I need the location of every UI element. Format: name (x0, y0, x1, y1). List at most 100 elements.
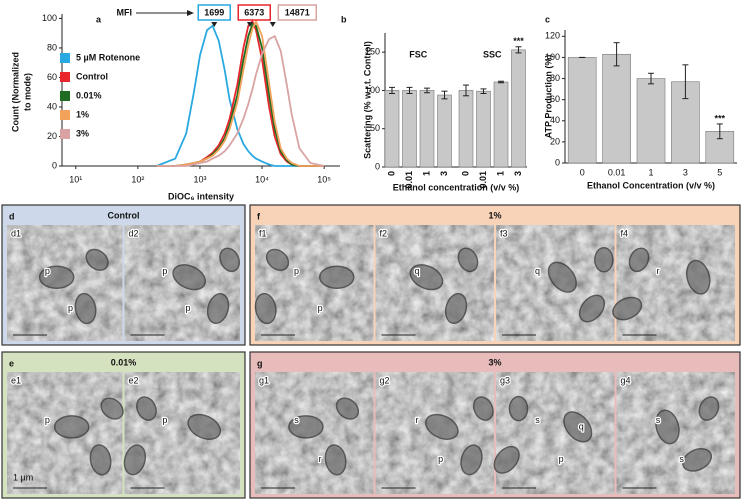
bar (602, 53, 631, 164)
x-tick-label: 0 (386, 171, 396, 176)
structure-label: r (656, 266, 659, 276)
panel-letter: a (96, 14, 102, 24)
legend-swatch (60, 72, 70, 82)
panel-letter: d (9, 211, 15, 221)
x-tick-label: 10⁵ (317, 174, 331, 184)
x-tick-label: 1 (421, 171, 431, 176)
micrograph (616, 225, 735, 341)
organelle (187, 413, 222, 440)
organelle (547, 261, 577, 293)
x-tick-label: 10² (131, 174, 144, 184)
legend-swatch (60, 110, 70, 120)
mfi-marker (211, 22, 218, 27)
structure-label: r (319, 454, 322, 464)
organelle (265, 248, 290, 271)
micrograph (496, 372, 615, 494)
image-label: e1 (11, 375, 21, 385)
organelle (206, 293, 230, 324)
organelle (682, 448, 713, 472)
structure-label: s (535, 415, 540, 425)
panel-title: 3% (488, 357, 501, 367)
organelle (628, 247, 650, 273)
y-tick-label: 100 (42, 13, 57, 23)
image-label: g2 (380, 375, 390, 385)
mfi-value: 6373 (244, 7, 264, 17)
x-tick-label: 0 (460, 171, 470, 176)
series-line (156, 24, 325, 167)
mfi-box (197, 4, 232, 21)
organelle (324, 444, 347, 476)
y-tick-label: 100 (545, 52, 560, 62)
mfi-arrowhead (187, 10, 194, 16)
structure-label: s (679, 454, 684, 464)
bar (384, 90, 400, 168)
x-tick-label: 3 (513, 171, 523, 176)
y-tick-label: 20 (47, 131, 57, 141)
image-label: d1 (11, 228, 21, 238)
panel-letter: f (257, 211, 261, 221)
mfi-label: MFI (117, 7, 133, 17)
x-tick-label: 10¹ (69, 174, 82, 184)
bar (437, 94, 452, 168)
y-tick-label: 150 (365, 47, 380, 57)
organelle (89, 444, 112, 476)
organelle (457, 247, 479, 273)
panel-title: 0.01% (111, 357, 137, 367)
structure-label: s (294, 415, 299, 425)
x-axis-label: Ethanol Concentration (v/v %) (587, 180, 715, 190)
panel-letter: e (9, 358, 14, 368)
significance: *** (715, 113, 726, 123)
bar (567, 57, 597, 164)
y-tick-label: 40 (550, 115, 560, 125)
panel-letter: c (545, 14, 550, 24)
y-axis-label: to mode) (22, 73, 32, 111)
organelle (38, 265, 75, 289)
structure-label: p (45, 266, 50, 276)
structure-label: p (186, 303, 191, 313)
structure-label: s (656, 415, 661, 425)
organelle (493, 445, 520, 474)
legend-swatch (60, 91, 70, 101)
panel-title: 1% (488, 210, 501, 220)
x-tick-label: 5 (717, 167, 722, 177)
organelle (472, 396, 494, 421)
y-tick-label: 120 (545, 31, 560, 41)
legend-label: 0.01% (76, 90, 102, 100)
image-label: g4 (621, 375, 631, 385)
organelle (409, 264, 444, 291)
y-tick-label: 40 (47, 101, 57, 111)
y-axis-label: ATP Production (%) (543, 55, 553, 139)
series-line (156, 34, 325, 167)
image-label: f1 (259, 228, 267, 238)
mfi-value: 1699 (204, 7, 224, 17)
legend-label: Control (76, 71, 108, 81)
image-label: e2 (129, 375, 139, 385)
organelle (74, 292, 97, 325)
y-tick-label: 0 (555, 157, 560, 167)
legend-swatch (60, 53, 70, 63)
y-tick-label: 0 (52, 160, 57, 170)
group-label: SSC (483, 49, 502, 59)
structure-label: p (45, 415, 50, 425)
x-axis-label: DiOC₆ intensity (168, 191, 234, 201)
bar (493, 81, 509, 168)
x-tick-label: 1 (495, 171, 505, 176)
structure-label: p (162, 415, 167, 425)
x-tick-label: 10³ (193, 174, 206, 184)
structure-label: r (415, 415, 418, 425)
organelle (219, 247, 240, 273)
organelle (655, 409, 680, 445)
organelle (319, 265, 355, 289)
organelle (508, 395, 529, 422)
x-tick-label: 0.01 (404, 171, 414, 189)
image-label: f2 (380, 228, 388, 238)
x-tick-label: 0 (580, 167, 585, 177)
mfi-marker (246, 22, 253, 27)
organelle (85, 248, 109, 271)
organelle (100, 397, 124, 420)
significance: *** (513, 36, 524, 46)
micrograph (255, 225, 374, 341)
bar (419, 90, 435, 168)
bar (476, 90, 491, 168)
